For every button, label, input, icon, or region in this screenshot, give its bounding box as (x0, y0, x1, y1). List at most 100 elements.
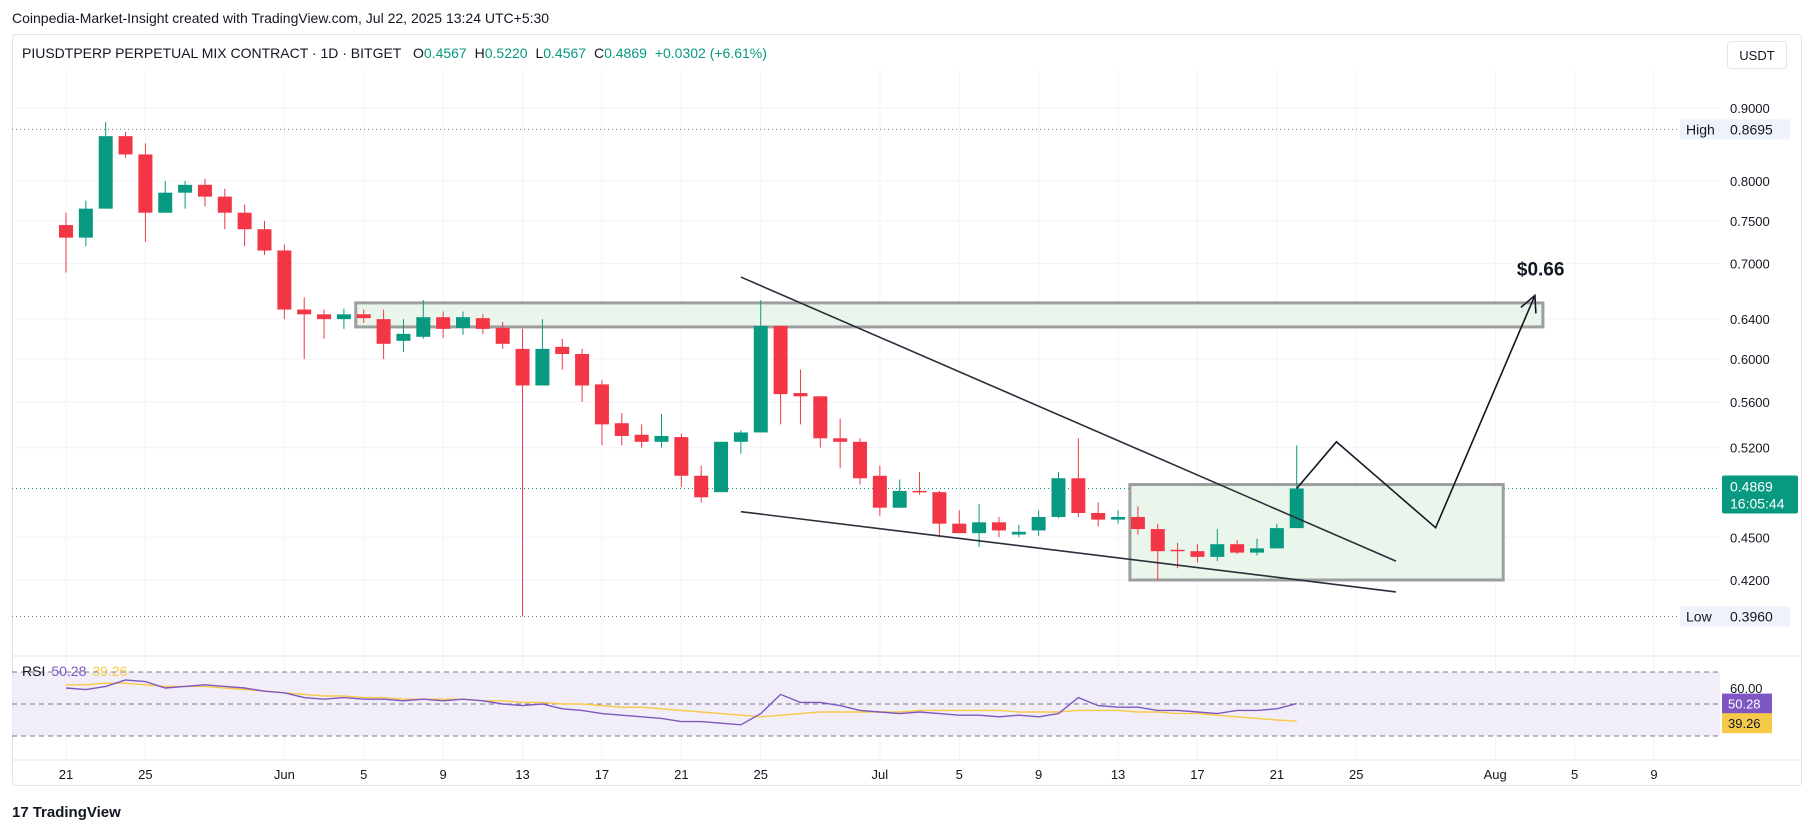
candle-body (1011, 531, 1026, 535)
candle-body (634, 434, 649, 442)
candle-body (257, 229, 272, 251)
candle (674, 433, 689, 488)
candle-body (1031, 516, 1046, 531)
y-tick-label: 0.4200 (1730, 573, 1770, 588)
candle (1091, 502, 1106, 527)
candle (178, 180, 193, 209)
candle (813, 396, 828, 448)
candle-body (674, 437, 689, 476)
candle (952, 510, 967, 534)
chart-frame (12, 34, 1802, 786)
y-tick-label: 0.7500 (1730, 214, 1770, 229)
candle (535, 319, 550, 386)
rsi-ma-value: 39.26 (92, 663, 128, 679)
candle-body (277, 250, 292, 310)
candle-body (98, 136, 113, 209)
symbol-legend: PIUSDTPERP PERPETUAL MIX CONTRACT · 1D ·… (22, 45, 767, 61)
candle (694, 465, 709, 503)
candle (436, 311, 451, 338)
candle (1269, 523, 1284, 549)
candle-body (356, 314, 371, 319)
y-tick-label: 0.9000 (1730, 101, 1770, 116)
currency-selector[interactable]: USDT (1727, 41, 1787, 69)
candle-body (495, 327, 510, 344)
candle (753, 300, 768, 433)
candle-body (932, 492, 947, 524)
candle (1111, 510, 1126, 524)
candle (594, 380, 609, 446)
candle (1170, 542, 1185, 569)
candle-body (1190, 551, 1205, 557)
candle-body (753, 325, 768, 433)
y-tick-label: 0.5200 (1730, 441, 1770, 456)
x-tick-label: 5 (1571, 767, 1578, 782)
candle-body (892, 490, 907, 508)
rsi-label[interactable]: RSI (22, 663, 46, 679)
y-tick-label: 0.8000 (1730, 174, 1770, 189)
x-tick-label: 17 (595, 767, 609, 782)
candle (297, 297, 312, 360)
candle (555, 338, 570, 370)
candle (376, 309, 391, 360)
candle (475, 314, 490, 334)
x-tick-label: 25 (138, 767, 152, 782)
high-tag-value: 0.8695 (1730, 121, 1773, 137)
candle-body (436, 317, 451, 329)
candle-body (217, 196, 232, 213)
candle (237, 204, 252, 247)
candle-body (515, 348, 530, 386)
candle (654, 414, 669, 448)
candle (892, 479, 907, 508)
candle (416, 300, 431, 339)
candle-body (833, 438, 848, 442)
rsi-value: 50.28 (51, 663, 87, 679)
x-tick-label: 25 (1349, 767, 1363, 782)
candle-body (197, 184, 212, 197)
symbol-name[interactable]: PIUSDTPERP PERPETUAL MIX CONTRACT · 1D ·… (22, 45, 402, 61)
rsi-ma-tag-text: 39.26 (1728, 716, 1761, 731)
x-tick-label: 21 (674, 767, 688, 782)
candle-body (416, 317, 431, 337)
change-value: +0.0302 (+6.61%) (654, 45, 767, 61)
candle (1031, 510, 1046, 536)
candle-body (555, 346, 570, 354)
candle-body (535, 348, 550, 386)
tradingview-logo-icon: 17 (12, 804, 29, 821)
candle (336, 308, 351, 329)
x-tick-label: 21 (1270, 767, 1284, 782)
candle (912, 472, 927, 495)
candle-body (1210, 544, 1225, 557)
y-tick-label: 0.6000 (1730, 352, 1770, 367)
high-tag-box (1680, 119, 1790, 140)
y-tick-label: 0.4500 (1730, 530, 1770, 545)
candle-body (118, 136, 133, 155)
wedge-upper-trendline (740, 276, 1397, 562)
high-value: 0.5220 (484, 45, 528, 61)
candle (1210, 529, 1225, 562)
candle-body (614, 423, 629, 436)
rsi-legend: RSI 50.28 39.26 (22, 663, 127, 679)
last-price-value: 0.4869 (1730, 478, 1773, 494)
open-value: 0.4567 (423, 45, 467, 61)
candle (833, 418, 848, 469)
candle (634, 424, 649, 448)
candle-body (694, 475, 709, 498)
candle (59, 212, 73, 273)
tradingview-brand[interactable]: 17 TradingView (12, 804, 121, 821)
candle (98, 121, 113, 209)
x-tick-label: 13 (1111, 767, 1125, 782)
candle-body (475, 318, 490, 329)
candle (78, 200, 93, 247)
candle (138, 143, 153, 242)
candle-body (138, 154, 153, 213)
candle (1150, 523, 1165, 580)
candle (1289, 445, 1304, 529)
last-price-tag (1722, 475, 1798, 514)
candle (793, 369, 808, 425)
bar-countdown: 16:05:44 (1730, 495, 1785, 511)
candle (118, 131, 133, 159)
candle (1011, 525, 1026, 538)
x-tick-label: 9 (440, 767, 447, 782)
candle (396, 319, 411, 352)
